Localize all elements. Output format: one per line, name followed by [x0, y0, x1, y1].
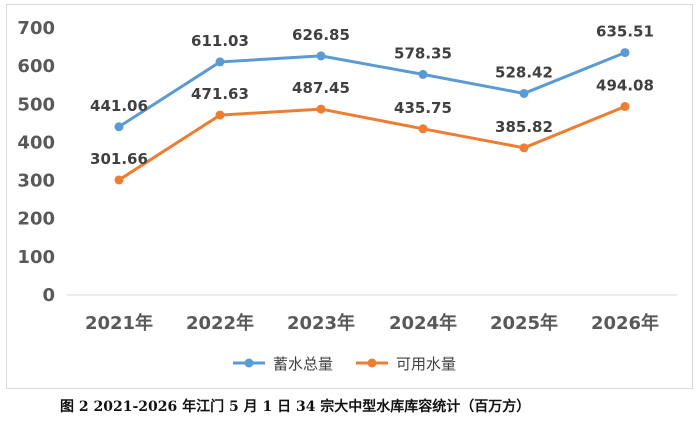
data-point [114, 122, 124, 132]
data-label: 528.42 [495, 63, 553, 81]
data-label: 626.85 [292, 26, 350, 44]
y-tick-label: 300 [17, 171, 55, 192]
chart-frame: 0 100 200 300 400 500 600 700 2021年 2022年 2023年 202… [6, 4, 693, 389]
y-tick-label: 700 [17, 18, 55, 39]
data-point [114, 175, 124, 185]
data-label: 435.75 [394, 99, 452, 117]
data-point [418, 124, 428, 134]
x-tick-label: 2025年 [490, 312, 558, 334]
data-point [215, 57, 225, 67]
data-point [316, 51, 326, 61]
data-label: 578.35 [394, 44, 452, 62]
data-label: 635.51 [596, 23, 654, 41]
data-label: 471.63 [191, 85, 249, 103]
data-label: 494.08 [596, 77, 654, 95]
data-label: 441.06 [90, 97, 148, 115]
y-tick-label: 0 [42, 285, 55, 306]
x-tick-label: 2021年 [85, 312, 153, 334]
y-tick-label: 500 [17, 94, 55, 115]
y-tick-label: 400 [17, 132, 55, 153]
legend-marker-2 [367, 358, 377, 368]
line-chart: 0 100 200 300 400 500 600 700 2021年 2022年 2023年 202… [17, 18, 677, 373]
data-label: 611.03 [191, 32, 249, 50]
y-tick-label: 600 [17, 56, 55, 77]
data-point [316, 104, 326, 114]
data-label: 385.82 [495, 118, 553, 136]
legend-label-1: 蓄水总量 [273, 355, 333, 373]
legend-label-2: 可用水量 [396, 355, 456, 373]
data-point [519, 88, 529, 98]
data-point [620, 102, 630, 112]
figure-caption: 图 2 2021-2026 年江门 5 月 1 日 34 宗大中型水库库容统计（… [60, 399, 531, 415]
data-label: 301.66 [90, 150, 148, 168]
x-tick-label: 2024年 [389, 312, 457, 334]
data-point [418, 69, 428, 79]
x-tick-label: 2026年 [591, 312, 659, 334]
data-label: 487.45 [292, 79, 350, 97]
y-tick-label: 100 [17, 247, 55, 268]
series-line-1 [118, 51, 626, 129]
data-point [215, 110, 225, 120]
data-point [620, 48, 630, 58]
x-tick-label: 2023年 [287, 312, 355, 334]
x-tick-label: 2022年 [186, 312, 254, 334]
series-line-2 [118, 105, 626, 182]
y-tick-label: 200 [17, 209, 55, 230]
data-point [519, 143, 529, 153]
legend-marker-1 [244, 358, 254, 368]
